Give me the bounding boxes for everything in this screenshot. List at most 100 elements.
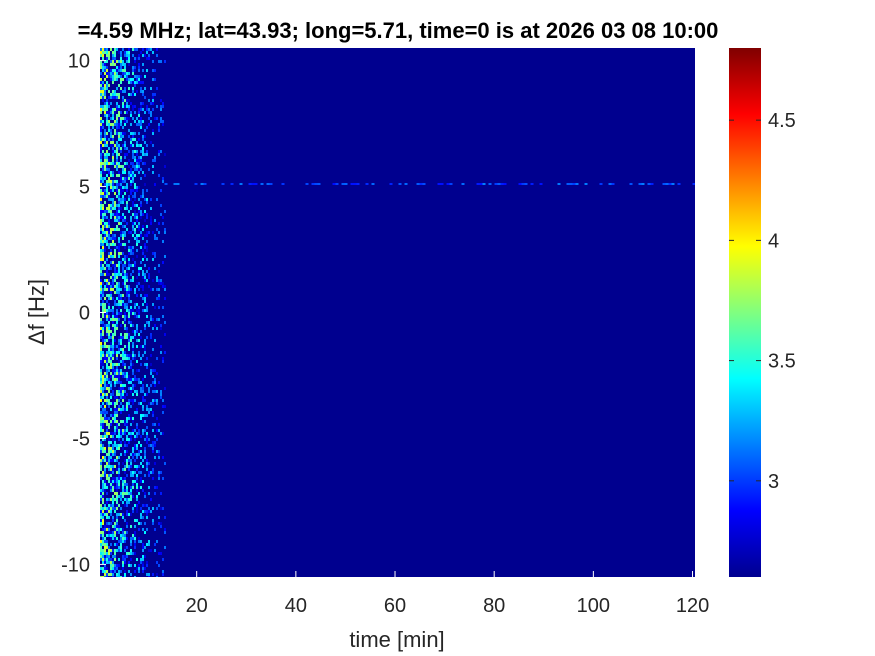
heatmap-cell — [108, 219, 110, 222]
heatmap-cell — [110, 309, 112, 312]
heatmap-cell — [126, 354, 128, 357]
heatmap-cell — [134, 198, 136, 201]
heatmap-cell — [140, 513, 142, 516]
heatmap-cell — [156, 228, 158, 231]
heatmap-cell — [124, 285, 126, 288]
heatmap-cell — [100, 162, 102, 165]
heatmap-cell — [154, 456, 156, 459]
heatmap-cell — [120, 261, 122, 264]
heatmap-cell — [138, 114, 140, 117]
heatmap-cell — [104, 63, 106, 66]
heatmap-cell — [126, 459, 128, 462]
heatmap-cell — [152, 423, 154, 426]
heatmap-cell — [128, 456, 130, 459]
heatmap-cell — [142, 570, 144, 573]
heatmap-cell — [130, 207, 132, 210]
heatmap-cell — [104, 288, 106, 291]
heatmap-cell — [106, 429, 108, 432]
heatmap-cell — [126, 423, 128, 426]
heatmap-cell — [104, 210, 106, 213]
heatmap-cell — [142, 558, 144, 561]
heatmap-cell — [140, 381, 142, 384]
heatmap-cell — [104, 567, 106, 570]
heatmap-cell — [130, 102, 132, 105]
heatmap-cell — [128, 318, 130, 321]
heatmap-cell — [100, 105, 102, 108]
heatmap-cell — [136, 453, 138, 456]
heatmap-cell — [148, 117, 150, 120]
heatmap-cell — [124, 468, 126, 471]
heatmap-cell — [108, 504, 110, 507]
heatmap-cell — [146, 57, 148, 60]
heatmap-cell — [124, 483, 126, 486]
heatmap-cell — [122, 354, 124, 357]
heatmap-cell — [142, 414, 144, 417]
heatmap-cell — [102, 387, 104, 390]
heatmap-cell — [126, 501, 128, 504]
heatmap-cell — [146, 105, 148, 108]
heatmap-cell — [104, 555, 106, 558]
heatmap-cell — [136, 186, 138, 189]
heatmap-cell — [132, 354, 134, 357]
heatmap-cell — [148, 390, 150, 393]
heatmap-cell — [332, 183, 336, 185]
heatmap-cell — [136, 510, 138, 513]
heatmap-cell — [102, 282, 104, 285]
heatmap-cell — [126, 474, 128, 477]
heatmap-cell — [108, 453, 110, 456]
heatmap-cell — [116, 159, 118, 162]
heatmap-cell — [118, 369, 120, 372]
heatmap-cell — [134, 192, 136, 195]
heatmap-cell — [100, 201, 102, 204]
heatmap-cell — [150, 444, 152, 447]
heatmap-cell — [130, 273, 132, 276]
heatmap-cell — [106, 339, 108, 342]
heatmap-cell — [102, 534, 104, 537]
heatmap-cell — [130, 366, 132, 369]
heatmap-cell — [100, 384, 102, 387]
heatmap-cell — [102, 99, 104, 102]
heatmap-cell — [156, 450, 158, 453]
heatmap-cell — [100, 66, 102, 69]
heatmap-cell — [114, 420, 116, 423]
heatmap-cell — [102, 519, 104, 522]
heatmap-cell — [128, 63, 130, 66]
heatmap-cell — [130, 189, 132, 192]
heatmap-cell — [118, 240, 120, 243]
heatmap-cell — [126, 483, 128, 486]
heatmap-cell — [126, 204, 128, 207]
heatmap-cell — [108, 573, 110, 576]
heatmap-cell — [164, 297, 166, 300]
heatmap-cell — [112, 276, 114, 279]
heatmap-cell — [118, 432, 120, 435]
heatmap-cell — [132, 402, 134, 405]
heatmap-cell — [138, 486, 140, 489]
heatmap-cell — [108, 162, 110, 165]
heatmap-cell — [110, 138, 112, 141]
heatmap-cell — [104, 384, 106, 387]
heatmap-cell — [114, 228, 116, 231]
heatmap-cells — [100, 48, 695, 577]
heatmap-cell — [144, 210, 146, 213]
heatmap-cell — [110, 474, 112, 477]
heatmap-cell — [100, 477, 102, 480]
heatmap-cell — [150, 408, 152, 411]
heatmap-cell — [114, 72, 116, 75]
heatmap-cell — [112, 366, 114, 369]
heatmap-cell — [146, 405, 148, 408]
heatmap-cell — [154, 183, 156, 186]
heatmap-cell — [120, 342, 122, 345]
heatmap-cell — [112, 489, 114, 492]
heatmap-cell — [108, 267, 110, 270]
heatmap-cell — [120, 495, 122, 498]
heatmap-cell — [106, 120, 108, 123]
heatmap-cell — [122, 516, 124, 519]
heatmap-cell — [120, 150, 122, 153]
heatmap-cell — [144, 174, 146, 177]
heatmap-cell — [110, 384, 112, 387]
heatmap-cell — [122, 567, 124, 570]
heatmap-cell — [122, 351, 124, 354]
heatmap-cell — [122, 168, 124, 171]
heatmap-cell — [126, 375, 128, 378]
heatmap-cell — [134, 303, 136, 306]
